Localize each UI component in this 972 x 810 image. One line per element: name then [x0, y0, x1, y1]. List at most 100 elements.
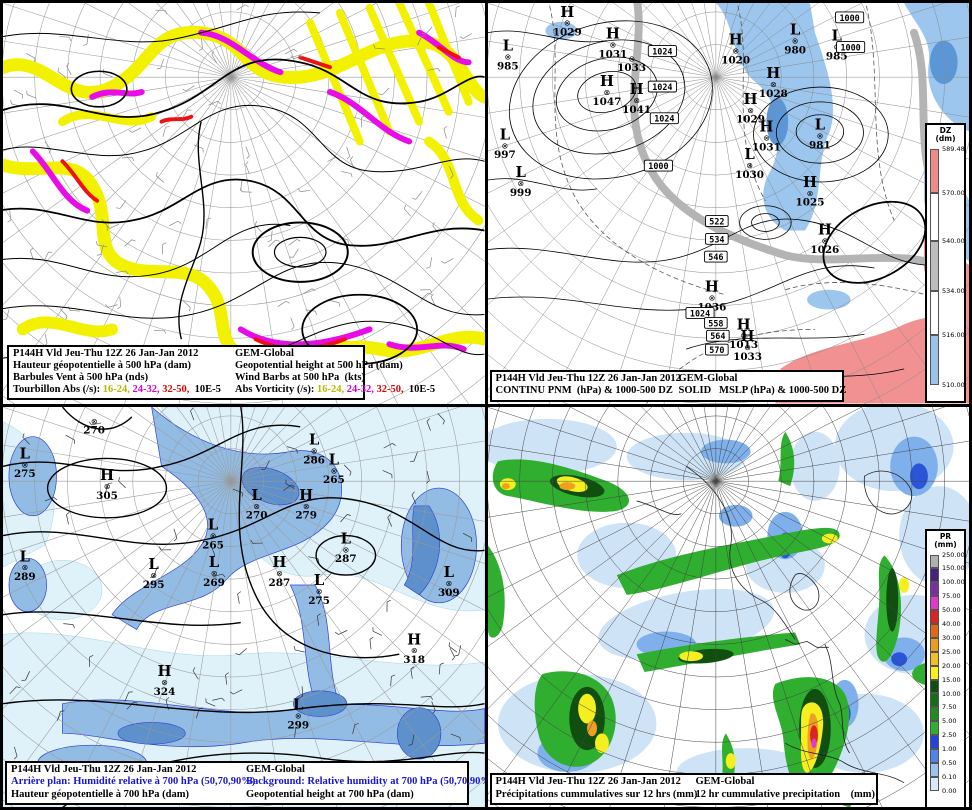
svg-text:265: 265: [323, 474, 345, 486]
svg-text:⊗: ⊗: [746, 161, 753, 170]
svg-text:L: L: [831, 28, 842, 45]
svg-text:L: L: [20, 548, 31, 565]
svg-text:1047: 1047: [592, 96, 621, 108]
svg-text:⊗: ⊗: [732, 46, 739, 55]
svg-text:L: L: [20, 445, 31, 462]
svg-text:H: H: [299, 486, 313, 503]
panel-mslp-thickness: H ⊗ 1029 L ⊗ 985 H ⊗ 1031 ⊗ 1033 H ⊗ 1047 H ⊗ 1041 L ⊗ 997 L…: [487, 3, 969, 404]
svg-text:⊗: ⊗: [150, 571, 157, 580]
svg-text:299: 299: [287, 719, 309, 731]
svg-text:265: 265: [202, 539, 224, 551]
colorbar-tick-label: 510.00: [942, 381, 965, 389]
svg-text:L: L: [309, 431, 320, 448]
svg-text:L: L: [208, 516, 219, 533]
svg-text:H: H: [560, 4, 574, 21]
svg-text:H: H: [817, 221, 831, 238]
vorticity-range-24-32: 24-32,: [132, 383, 160, 395]
colorbar-tick-label: 40.00: [942, 620, 961, 628]
svg-text:981: 981: [809, 139, 831, 151]
svg-text:985: 985: [496, 60, 518, 72]
rh-shading-90: [117, 466, 442, 759]
colorbar-thickness-dz: DZ (dm) 589.48 570.00 540.00 534.00 516.00 510.…: [925, 123, 966, 403]
colorbar-tick-label: 7.50: [942, 703, 957, 712]
svg-text:⊗: ⊗: [747, 106, 754, 115]
colorbar-tick-label: 25.00: [942, 647, 961, 656]
svg-text:270: 270: [83, 424, 105, 436]
map-500hpa-vorticity: [3, 3, 485, 404]
svg-text:L: L: [251, 486, 262, 503]
colorbar-tick-label: 540.00: [942, 237, 965, 245]
svg-text:⊗: ⊗: [104, 482, 111, 491]
wind-barbs-500: [3, 4, 472, 347]
svg-text:1033: 1033: [733, 351, 762, 363]
svg-text:1030: 1030: [735, 169, 764, 181]
svg-text:1024: 1024: [689, 308, 709, 318]
svg-text:L: L: [148, 556, 159, 573]
svg-text:⊗: ⊗: [211, 569, 218, 578]
panel-500hpa-vorticity: P144H Vld Jeu-Thu 12Z 26 Jan-Jan 2012 GEM…: [3, 3, 485, 404]
svg-text:1024: 1024: [652, 46, 672, 56]
legend-700hpa-rh: P144H Vld Jeu-Thu 12Z 26 Jan-Jan 2012 GEM…: [5, 760, 485, 805]
svg-text:⊗: ⊗: [763, 133, 770, 142]
svg-text:324: 324: [154, 685, 176, 697]
svg-text:⊗: ⊗: [633, 96, 640, 105]
svg-text:546: 546: [708, 252, 723, 262]
svg-text:H: H: [599, 73, 613, 90]
svg-text:534: 534: [709, 234, 724, 244]
svg-text:⊗: ⊗: [295, 711, 302, 720]
svg-text:⊗: ⊗: [411, 646, 418, 655]
svg-text:L: L: [744, 146, 755, 163]
svg-text:⊗: ⊗: [161, 677, 168, 686]
svg-text:H: H: [272, 554, 286, 571]
svg-text:305: 305: [96, 489, 118, 501]
svg-text:⊗: ⊗: [253, 501, 260, 510]
svg-text:286: 286: [303, 454, 325, 466]
svg-text:L: L: [341, 530, 352, 547]
svg-text:1025: 1025: [795, 197, 824, 209]
svg-text:1041: 1041: [622, 104, 651, 116]
colorbar-tick-label: 2.50: [942, 731, 957, 740]
svg-text:279: 279: [295, 509, 317, 521]
svg-text:L: L: [329, 451, 340, 468]
colorbar-tick-label: 0.00: [942, 786, 957, 795]
svg-text:L: L: [515, 164, 526, 181]
svg-text:275: 275: [14, 468, 36, 480]
svg-text:L: L: [444, 564, 455, 581]
svg-text:⊗: ⊗: [740, 331, 747, 340]
colorbar-tick-label: 5.00: [942, 717, 957, 726]
svg-text:295: 295: [143, 578, 165, 590]
colorbar-tick-label: 150.00: [942, 564, 965, 573]
colorbar-tick-label: 10.00: [942, 689, 961, 698]
colorbar-tick-label: 250.00: [942, 550, 965, 559]
colorbar-tick-label: 1.00: [942, 745, 957, 754]
svg-text:⊗: ⊗: [501, 141, 508, 150]
wind-barbs-700: [9, 407, 473, 759]
svg-text:⊗: ⊗: [311, 446, 318, 455]
colorbar-tick-label: 50.00: [942, 606, 961, 615]
svg-text:⊗: ⊗: [303, 501, 310, 510]
legend-line: P144H Vld Jeu-Thu 12Z 26 Jan-Jan 2012: [13, 347, 199, 359]
svg-text:H: H: [766, 65, 780, 82]
svg-text:⊗: ⊗: [21, 460, 28, 469]
colorbar-tick-label: 570.00: [942, 189, 965, 197]
svg-text:⊗: ⊗: [603, 88, 610, 97]
svg-text:⊗: ⊗: [816, 131, 823, 140]
svg-text:564: 564: [710, 331, 725, 341]
svg-text:⊗: ⊗: [316, 586, 323, 595]
svg-text:980: 980: [784, 44, 806, 56]
svg-text:L: L: [499, 126, 510, 143]
vorticity-range-16-24: 16-24,: [102, 383, 130, 395]
svg-text:⊗: ⊗: [744, 343, 751, 352]
svg-text:⊗: ⊗: [563, 19, 570, 28]
svg-text:⊗: ⊗: [770, 80, 777, 89]
svg-text:L: L: [314, 572, 325, 589]
svg-text:270: 270: [246, 509, 268, 521]
svg-text:289: 289: [14, 571, 36, 583]
svg-text:H: H: [740, 328, 754, 345]
svg-text:1026: 1026: [810, 244, 839, 256]
svg-text:H: H: [100, 467, 114, 484]
colorbar-precip-pr: PR (mm) 250.00 150.00 100.00 75.00 50.00 40.00 3…: [925, 528, 966, 807]
